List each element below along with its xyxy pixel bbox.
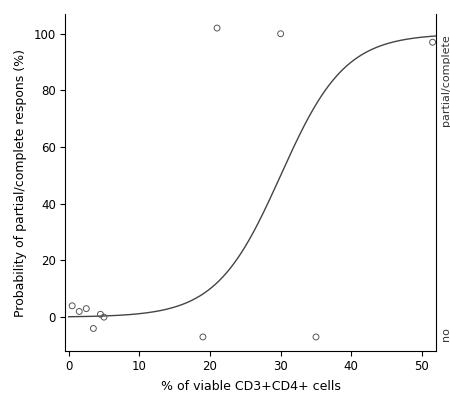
Point xyxy=(76,308,83,315)
Point xyxy=(199,334,207,340)
Point xyxy=(90,325,97,332)
Point xyxy=(429,39,436,46)
Text: partial/complete
respons: partial/complete respons xyxy=(441,34,450,126)
Point xyxy=(97,311,104,317)
Point xyxy=(83,305,90,312)
X-axis label: % of viable CD3+CD4+ cells: % of viable CD3+CD4+ cells xyxy=(161,380,341,393)
Point xyxy=(277,31,284,37)
Y-axis label: Probability of partial/complete respons (%): Probability of partial/complete respons … xyxy=(14,48,27,317)
Text: no
response: no response xyxy=(441,290,450,341)
Point xyxy=(100,314,108,320)
Point xyxy=(213,25,220,31)
Point xyxy=(68,302,76,309)
Point xyxy=(312,334,319,340)
